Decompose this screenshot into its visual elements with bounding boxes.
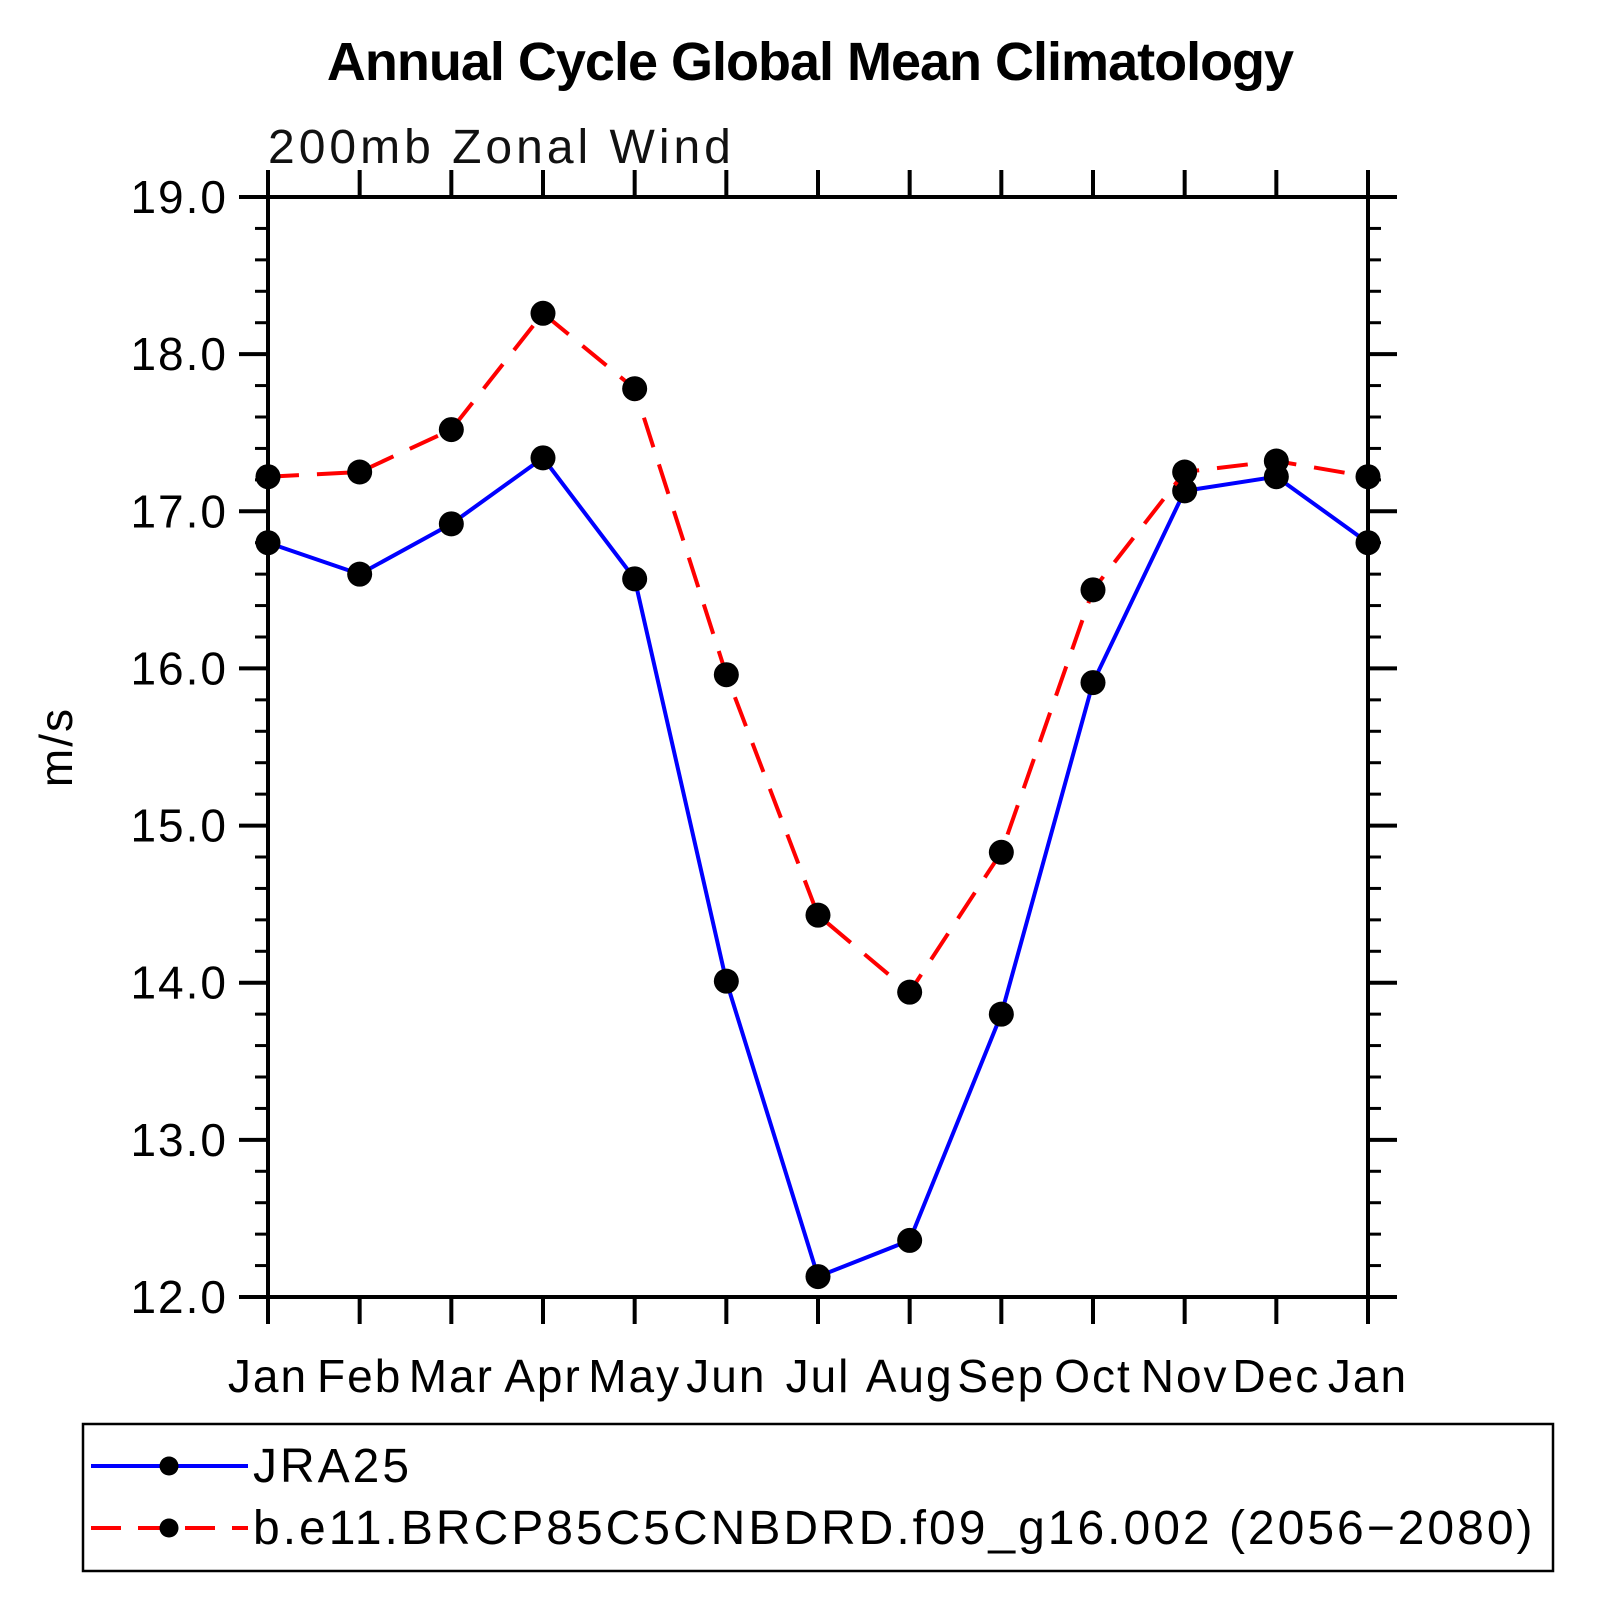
data-point-marker [1080, 577, 1106, 603]
y-axis-tick-label: 19.0 [130, 171, 228, 223]
data-point-marker [1172, 459, 1198, 485]
data-point-marker [1355, 530, 1381, 556]
data-point-marker [897, 1227, 923, 1253]
x-axis-month-label: Jul [786, 1350, 851, 1402]
legend-entry-jra25: JRA25 [91, 1440, 412, 1493]
x-axis-month-label: Jan [1328, 1350, 1408, 1402]
x-axis-month-label: Apr [504, 1350, 582, 1402]
series-line-0 [267, 455, 1370, 1279]
y-axis-tick-label: 17.0 [130, 485, 228, 537]
x-axis-month-label: Sep [957, 1350, 1045, 1402]
x-axis-month-label: Dec [1232, 1350, 1320, 1402]
data-point-marker [530, 300, 556, 326]
y-axis-tick-label: 16.0 [130, 642, 228, 694]
data-point-marker [1080, 670, 1106, 696]
data-point-marker [713, 968, 739, 994]
x-axis-month-label: Feb [317, 1350, 402, 1402]
data-point-marker [622, 376, 648, 402]
data-point-marker [1263, 448, 1289, 474]
chart-title: Annual Cycle Global Mean Climatology [327, 32, 1294, 92]
x-axis-month-label: Nov [1141, 1350, 1229, 1402]
data-point-marker [438, 417, 464, 443]
data-point-marker [1355, 464, 1381, 490]
data-point-marker [805, 902, 831, 928]
plot-frame [266, 195, 1370, 1299]
y-axis-tick-label: 12.0 [130, 1271, 228, 1323]
legend-box [81, 1422, 1555, 1573]
data-point-marker [1172, 478, 1198, 504]
x-axis-month-label: Aug [866, 1350, 954, 1402]
data-point-marker [530, 445, 556, 471]
chart-subtitle: 200mb Zonal Wind [268, 121, 735, 174]
data-point-marker [438, 511, 464, 537]
x-axis-month-label: Jan [228, 1350, 308, 1402]
legend-marker-icon [159, 1518, 179, 1538]
legend-label-model: b.e11.BRCP85C5CNBDRD.f09_g16.002 (2056−2… [253, 1502, 1536, 1555]
data-point-marker [713, 662, 739, 688]
data-point-marker [805, 1264, 831, 1290]
data-point-marker [622, 566, 648, 592]
data-point-marker [347, 561, 373, 587]
y-axis-tick-label: 18.0 [130, 328, 228, 380]
legend-label-jra25: JRA25 [253, 1440, 412, 1493]
legend-entry-model: b.e11.BRCP85C5CNBDRD.f09_g16.002 (2056−2… [91, 1502, 1536, 1555]
tick-labels: Jan Feb Mar Apr May Jun Jul Aug Sep Oct Nov Dec Jan1… [130, 171, 1408, 1402]
y-axis-tick-label: 15.0 [130, 800, 228, 852]
x-axis-month-label: Mar [409, 1350, 494, 1402]
data-point-marker [988, 839, 1014, 865]
x-axis-month-label: May [588, 1350, 681, 1402]
data-point-marker [897, 979, 923, 1005]
data-point-marker [347, 459, 373, 485]
y-axis-tick-label: 14.0 [130, 957, 228, 1009]
axes [239, 170, 1397, 1324]
data-point-marker [988, 1001, 1014, 1027]
legend-marker-icon [159, 1456, 179, 1476]
y-axis-tick-label: 13.0 [130, 1114, 228, 1166]
x-axis-month-label: Oct [1054, 1350, 1132, 1402]
x-axis-month-label: Jun [686, 1350, 766, 1402]
data-point-marker [255, 530, 281, 556]
legend: JRA25 b.e11.BRCP85C5CNBDRD.f09_g16.002 (… [81, 1422, 1555, 1573]
series [255, 300, 1381, 1290]
data-point-marker [255, 464, 281, 490]
series-line-1 [267, 311, 1369, 995]
y-axis-title: m/s [30, 707, 82, 787]
